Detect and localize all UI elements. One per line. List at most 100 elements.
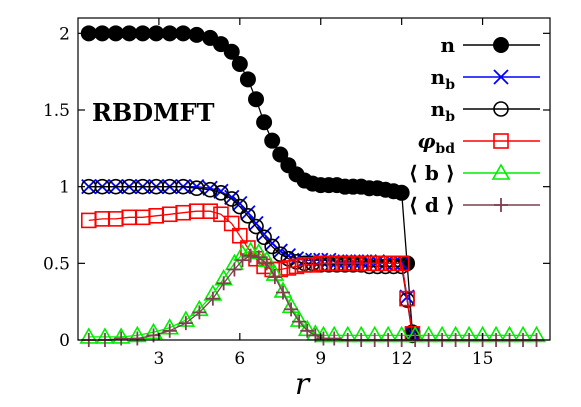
data-point bbox=[321, 255, 337, 272]
data-point bbox=[232, 227, 248, 244]
data-point bbox=[284, 302, 299, 317]
data-point bbox=[202, 181, 218, 198]
data-point bbox=[205, 291, 220, 306]
x-tick-label: 9 bbox=[315, 349, 326, 369]
data-point bbox=[188, 26, 205, 43]
data-point bbox=[235, 253, 250, 268]
legend-label: φbd bbox=[417, 129, 455, 157]
plot-frame bbox=[77, 17, 551, 341]
legend-label: n bbox=[440, 33, 455, 57]
y-tick-label: 1 bbox=[59, 178, 70, 198]
method-annotation: RBDMFT bbox=[92, 98, 215, 127]
legend-marker bbox=[494, 198, 508, 212]
data-point bbox=[213, 206, 229, 223]
legend-entry-1: nb bbox=[431, 65, 540, 93]
data-point bbox=[251, 250, 266, 265]
data-point bbox=[134, 25, 151, 42]
data-point bbox=[202, 203, 218, 219]
legend-entry-0: n bbox=[440, 33, 540, 57]
data-point bbox=[327, 331, 342, 346]
data-point bbox=[259, 256, 274, 271]
data-point bbox=[94, 25, 111, 42]
legend-marker bbox=[491, 163, 511, 180]
series-line-2 bbox=[88, 186, 414, 336]
x-tick-label: 3 bbox=[154, 349, 165, 369]
data-point bbox=[227, 262, 242, 277]
data-point bbox=[272, 246, 289, 262]
legend-label: nb bbox=[431, 65, 456, 93]
legend-entry-2: nb bbox=[431, 97, 540, 125]
data-point bbox=[393, 184, 410, 201]
legend-marker bbox=[493, 37, 509, 53]
x-tick-label: 12 bbox=[391, 349, 413, 369]
legend-label: ⟨ b ⟩ bbox=[409, 161, 455, 185]
data-point bbox=[296, 257, 313, 273]
axes: 3 6 9 12 15 0 0.5 1 1.5 2 bbox=[43, 18, 550, 369]
data-point bbox=[175, 25, 192, 42]
x-tick-label: 6 bbox=[234, 349, 245, 369]
legend: n nb nb φbd ⟨ b ⟩ ⟨ d ⟩ bbox=[409, 33, 540, 217]
data-point bbox=[223, 215, 240, 232]
data-point bbox=[248, 215, 264, 232]
data-point bbox=[239, 71, 256, 88]
series-3 bbox=[80, 203, 421, 342]
data-point bbox=[353, 255, 370, 272]
data-point bbox=[148, 25, 165, 42]
legend-label: ⟨ d ⟩ bbox=[409, 193, 455, 217]
data-point bbox=[385, 255, 402, 272]
x-tick-label: 15 bbox=[472, 349, 494, 369]
data-point bbox=[161, 25, 178, 42]
y-tick-label: 0 bbox=[59, 331, 70, 351]
data-point bbox=[216, 276, 231, 291]
data-point bbox=[192, 305, 207, 320]
y-tick-label: 1.5 bbox=[43, 101, 70, 121]
data-point bbox=[267, 270, 282, 285]
data-point bbox=[243, 248, 258, 263]
data-point bbox=[288, 258, 305, 275]
data-point bbox=[178, 316, 193, 331]
legend-entry-4: ⟨ b ⟩ bbox=[409, 161, 540, 185]
data-point bbox=[162, 323, 177, 338]
legend-label: nb bbox=[431, 97, 456, 125]
plot-area bbox=[79, 25, 546, 347]
data-point bbox=[393, 255, 410, 272]
data-point bbox=[256, 229, 272, 246]
data-point bbox=[329, 255, 345, 272]
legend-marker bbox=[493, 101, 509, 117]
series-line-3 bbox=[88, 210, 414, 334]
y-tick-label: 0.5 bbox=[43, 254, 70, 274]
data-point bbox=[292, 314, 307, 329]
y-tick-label: 2 bbox=[59, 24, 70, 44]
data-point bbox=[377, 255, 394, 272]
data-point bbox=[232, 198, 248, 215]
legend-entry-5: ⟨ d ⟩ bbox=[409, 193, 540, 217]
x-axis-label: r bbox=[295, 367, 311, 402]
data-point bbox=[212, 36, 229, 53]
data-point bbox=[272, 243, 288, 259]
data-point bbox=[304, 257, 321, 273]
data-point bbox=[275, 285, 290, 300]
data-point bbox=[337, 255, 353, 272]
legend-entry-3: φbd bbox=[417, 129, 540, 157]
data-point bbox=[121, 25, 138, 42]
data-point bbox=[361, 255, 378, 272]
data-point bbox=[248, 91, 265, 108]
data-point bbox=[369, 255, 386, 272]
data-point bbox=[240, 208, 256, 224]
data-point bbox=[272, 146, 289, 163]
legend-marker bbox=[493, 133, 509, 149]
data-point bbox=[231, 56, 248, 72]
legend-marker bbox=[493, 69, 509, 85]
data-point bbox=[399, 290, 415, 307]
data-point bbox=[240, 205, 256, 221]
series-line-4 bbox=[88, 250, 537, 338]
data-point bbox=[248, 218, 264, 235]
data-point bbox=[300, 323, 315, 338]
data-point bbox=[256, 114, 273, 131]
data-point bbox=[264, 132, 281, 149]
data-point bbox=[312, 255, 329, 272]
data-point bbox=[107, 25, 124, 42]
data-point bbox=[130, 331, 145, 346]
data-point bbox=[345, 255, 361, 272]
